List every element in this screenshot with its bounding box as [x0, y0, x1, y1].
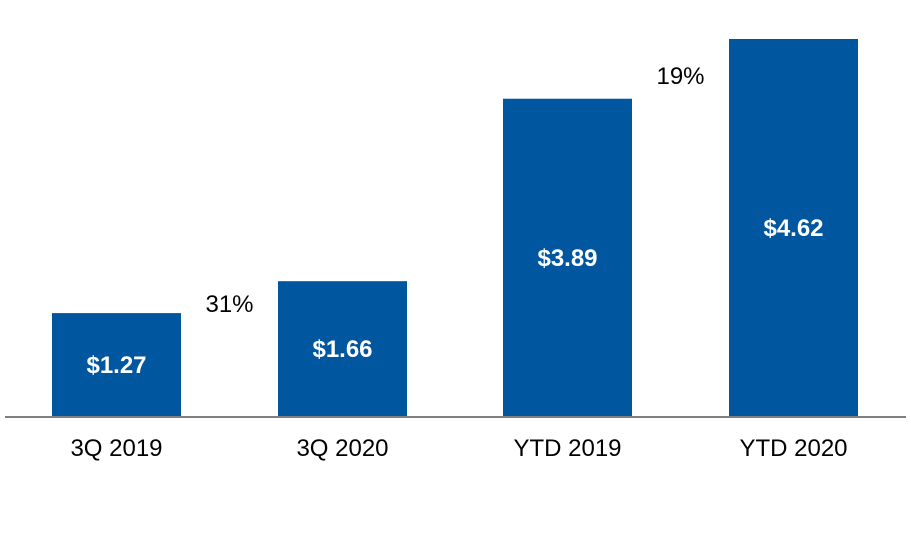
bar-value-label: $3.89: [537, 245, 597, 272]
x-tick-label: YTD 2020: [739, 435, 847, 462]
tick-labels-group: 3Q 2019 3Q 2020 YTD 2019 YTD 2020: [70, 435, 847, 462]
bar-ytd-2019: [503, 98, 632, 418]
bar-value-label: $1.66: [312, 336, 372, 363]
x-tick-label: 3Q 2020: [296, 435, 388, 462]
bar-3q-2020: [278, 281, 407, 417]
bar-ytd-2020: [729, 39, 858, 417]
growth-labels-group: 31% 19%: [205, 63, 704, 318]
x-tick-label: YTD 2019: [513, 435, 621, 462]
growth-percent-label: 31%: [205, 291, 253, 318]
bar-value-label: $4.62: [763, 215, 823, 242]
bars-group: [52, 39, 858, 418]
value-labels-group: $1.27 $1.66 $3.89 $4.62: [86, 215, 823, 379]
growth-percent-label: 19%: [656, 63, 704, 90]
bar-3q-2019: [52, 313, 181, 417]
x-tick-label: 3Q 2019: [70, 435, 162, 462]
bar-value-label: $1.27: [86, 352, 146, 379]
